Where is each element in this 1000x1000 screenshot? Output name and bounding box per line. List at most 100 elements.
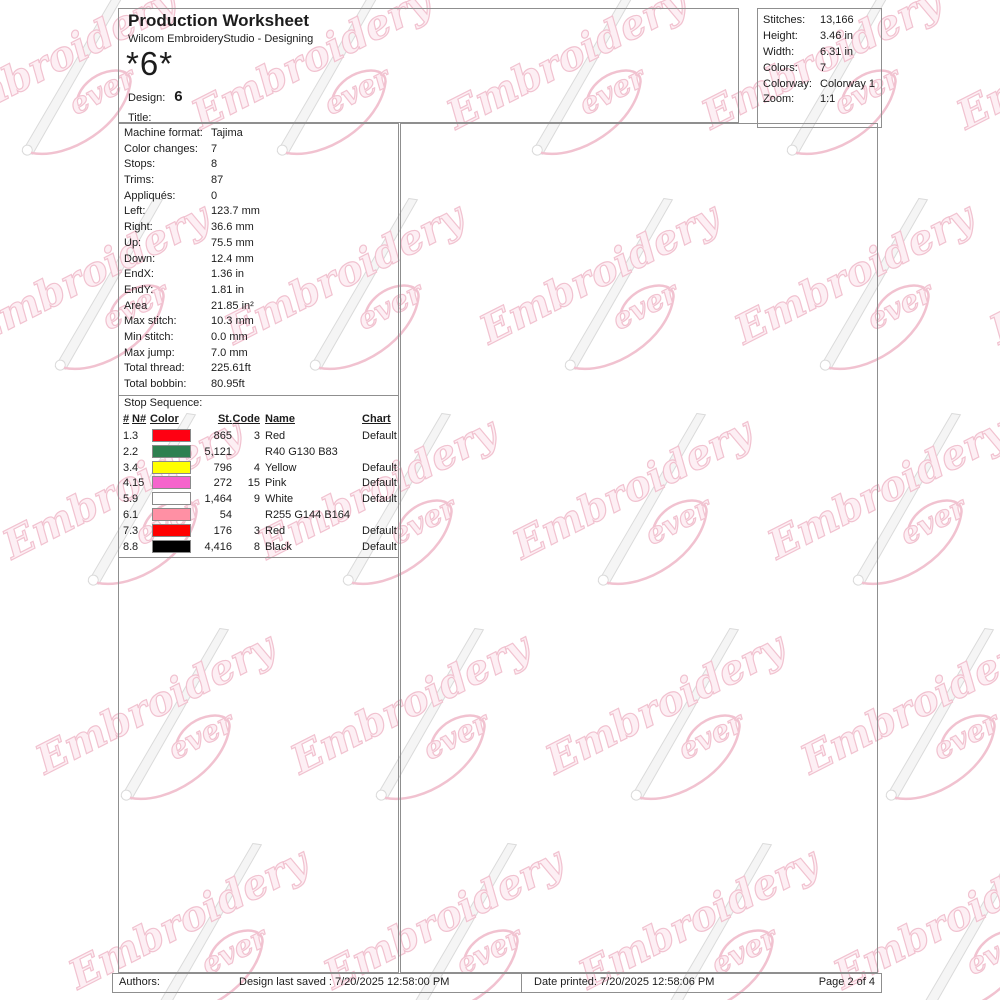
stop-row-chart: Default bbox=[362, 493, 397, 506]
design-label: Design: bbox=[128, 92, 166, 104]
details-row-label: Min stitch: bbox=[124, 330, 174, 343]
details-row: Appliqués: 0 bbox=[119, 190, 398, 206]
stop-row-color-name: Pink bbox=[265, 477, 287, 490]
stop-row-code: 3 bbox=[253, 430, 260, 442]
details-row-value: 87 bbox=[211, 174, 224, 187]
details-row-value: 7 bbox=[211, 142, 218, 155]
color-swatch bbox=[152, 507, 191, 521]
stop-row-color-name: R255 G144 B164 bbox=[265, 508, 351, 521]
stop-row-color-name: Black bbox=[265, 540, 292, 553]
stop-column-header: Code bbox=[232, 413, 261, 425]
stats-row-value: Colorway 1 bbox=[820, 77, 876, 90]
stop-row-number: 6. bbox=[123, 508, 133, 521]
details-row: Down: 12.4 mm bbox=[119, 253, 398, 269]
stop-row-number: 4. bbox=[123, 477, 133, 490]
details-row-label: Max stitch: bbox=[124, 315, 177, 328]
details-row-label: Down: bbox=[124, 252, 156, 265]
details-row-label: Trims: bbox=[124, 174, 155, 187]
details-row-label: Left: bbox=[124, 205, 146, 218]
stop-row-number: 2. bbox=[123, 445, 133, 458]
details-row-label: EndY: bbox=[124, 283, 154, 296]
stop-row-code: 3 bbox=[253, 524, 260, 537]
stop-row-chart: Default bbox=[362, 477, 397, 490]
page-indicator: Page 2 of 4 bbox=[818, 976, 875, 988]
stats-row: Stitches: 13,166 bbox=[758, 14, 881, 30]
machine-details-rows: Machine format: Tajima Color changes: 7 Stop… bbox=[119, 127, 398, 394]
stop-sequence-header-row: # N# Color St. Code Name Chart bbox=[119, 412, 398, 428]
details-row: Trims: 87 bbox=[119, 174, 398, 190]
details-row: Right: 36.6 mm bbox=[119, 221, 398, 237]
details-row-value: Tajima bbox=[211, 127, 243, 139]
stats-row-value: 3.46 in bbox=[820, 29, 854, 42]
details-row: Left: 123.7 mm bbox=[119, 205, 398, 221]
stop-row: 4. 15 272 15 Pink Default bbox=[119, 476, 398, 492]
details-row-value: 75.5 mm bbox=[211, 236, 254, 249]
stop-row-code: 9 bbox=[253, 493, 260, 506]
title-label: Title: bbox=[128, 112, 152, 124]
stop-row-number: 7. bbox=[123, 524, 133, 537]
design-preview-area bbox=[400, 123, 878, 973]
stop-row-needle: 1 bbox=[132, 508, 139, 521]
details-row-label: Max jump: bbox=[124, 346, 175, 359]
details-row-label: Total bobbin: bbox=[124, 378, 187, 390]
authors-label: Authors: bbox=[119, 976, 160, 988]
stop-row-code: 8 bbox=[253, 540, 260, 553]
color-swatch bbox=[152, 476, 191, 490]
stop-sequence-rows: 1. 3 865 3 Red Default 2. 2 5,121 R40 G130 B83 3. 4… bbox=[119, 429, 398, 555]
color-swatch bbox=[152, 460, 191, 474]
details-row-label: Area bbox=[124, 299, 148, 312]
stop-row-needle: 15 bbox=[132, 477, 145, 490]
stop-row-color-name: R40 G130 B83 bbox=[265, 445, 338, 458]
details-row: Area 21.85 in² bbox=[119, 300, 398, 316]
details-row: Stops: 8 bbox=[119, 158, 398, 174]
stats-row-label: Zoom: bbox=[763, 93, 795, 106]
details-row-value: 8 bbox=[211, 158, 218, 171]
details-row: Max stitch: 10.3 mm bbox=[119, 315, 398, 331]
date-printed: Date printed: 7/20/2025 12:58:06 PM bbox=[534, 976, 715, 988]
color-swatch bbox=[152, 523, 191, 537]
details-row-label: Right: bbox=[124, 221, 153, 234]
stop-row-color-name: White bbox=[265, 493, 294, 506]
stats-rows: Stitches: 13,166 Height: 3.46 in Width: 6.31 … bbox=[758, 14, 881, 109]
details-row-value: 21.85 in² bbox=[211, 299, 254, 312]
details-row-value: 12.4 mm bbox=[211, 252, 254, 265]
stop-row-color-name: Red bbox=[265, 524, 286, 537]
details-row-label: Machine format: bbox=[124, 127, 203, 139]
color-swatch bbox=[152, 444, 191, 458]
stats-row-value: 13,166 bbox=[820, 14, 854, 26]
details-row: Min stitch: 0.0 mm bbox=[119, 331, 398, 347]
header-box: Production Worksheet Wilcom EmbroiderySt… bbox=[118, 8, 739, 124]
details-row: Total bobbin: 80.95ft bbox=[119, 378, 398, 394]
stats-row: Colorway: Colorway 1 bbox=[758, 78, 881, 94]
stop-sequence-section: Stop Sequence: # N# Color St. Code Name Chart … bbox=[119, 395, 398, 558]
details-row-value: 1.81 in bbox=[211, 283, 245, 296]
stop-column-header: Name bbox=[265, 413, 295, 425]
stop-row-chart: Default bbox=[362, 430, 397, 442]
stop-row-chart: Default bbox=[362, 524, 397, 537]
stop-row-code: 4 bbox=[253, 461, 260, 474]
details-row-value: 10.3 mm bbox=[211, 315, 254, 328]
design-row: Design: 6 bbox=[128, 88, 183, 105]
details-row-value: 0 bbox=[211, 189, 218, 202]
stop-column-header: St. bbox=[217, 413, 232, 425]
details-row-value: 225.61ft bbox=[211, 362, 251, 375]
stop-row-stitches: 176 bbox=[213, 524, 232, 537]
details-row-label: EndX: bbox=[124, 268, 154, 281]
color-swatch bbox=[152, 539, 191, 553]
details-row: EndX: 1.36 in bbox=[119, 268, 398, 284]
stop-row-needle: 8 bbox=[132, 540, 139, 553]
details-row: Max jump: 7.0 mm bbox=[119, 347, 398, 363]
stop-row-needle: 2 bbox=[132, 445, 139, 458]
details-row: Color changes: 7 bbox=[119, 143, 398, 159]
watermark-text-line1: Embroidery bbox=[949, 0, 1000, 139]
stop-row-stitches: 865 bbox=[213, 430, 232, 442]
design-mark: *6* bbox=[126, 45, 174, 82]
details-row-value: 7.0 mm bbox=[211, 346, 248, 359]
app-subtitle: Wilcom EmbroideryStudio - Designing bbox=[128, 33, 314, 45]
stats-row-label: Colorway: bbox=[763, 77, 812, 90]
needle-icon bbox=[943, 0, 1000, 200]
watermark-text-line2: ever bbox=[894, 489, 972, 552]
